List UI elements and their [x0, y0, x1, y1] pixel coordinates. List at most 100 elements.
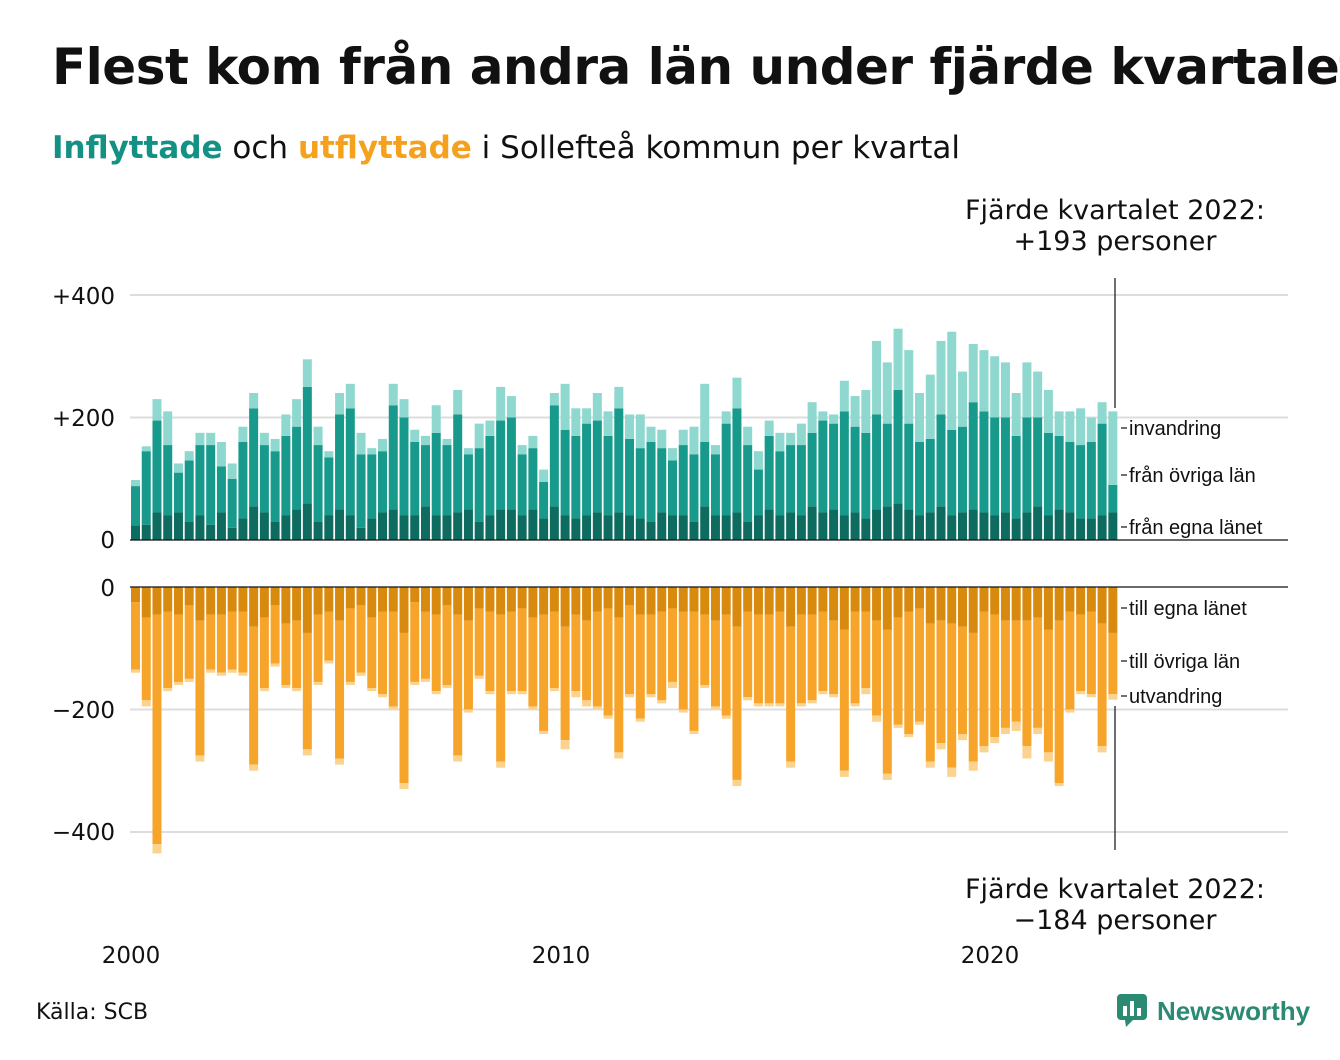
bar-out-till-egna-lanet	[356, 587, 366, 606]
bar-in-fran-egna-lanet	[539, 518, 549, 540]
bar-in-fran-ovriga-lan	[753, 469, 763, 516]
bar-out-till-egna-lanet	[861, 587, 871, 612]
bar-in-fran-egna-lanet	[1076, 518, 1086, 540]
bar-in-fran-ovriga-lan	[603, 435, 613, 516]
x-tick-2000: 2000	[102, 943, 161, 969]
bar-in-fran-ovriga-lan	[1011, 435, 1021, 519]
bar-in-fran-ovriga-lan	[549, 405, 559, 507]
bar-in-invandring	[807, 402, 817, 433]
bar-in-invandring	[775, 432, 785, 452]
bar-in-fran-egna-lanet	[281, 515, 291, 540]
bar-out-till-ovriga-lan	[635, 614, 645, 719]
bar-out-till-ovriga-lan	[1033, 617, 1043, 728]
bar-in-fran-egna-lanet	[302, 503, 312, 540]
bar-in-invandring	[990, 356, 1000, 418]
bar-in-fran-egna-lanet	[710, 515, 720, 540]
bar-in-fran-egna-lanet	[506, 509, 516, 541]
bar-in-fran-egna-lanet	[582, 515, 592, 540]
bar-out-utvandring	[249, 764, 259, 771]
bar-in-fran-ovriga-lan	[829, 423, 839, 510]
bar-in-fran-egna-lanet	[614, 512, 624, 540]
bar-out-utvandring	[936, 743, 946, 750]
bar-out-till-ovriga-lan	[732, 626, 742, 780]
bar-in-fran-egna-lanet	[904, 509, 914, 541]
bar-in-fran-egna-lanet	[431, 515, 441, 540]
bar-in-fran-egna-lanet	[496, 509, 506, 541]
bar-in-invandring	[850, 396, 860, 427]
bar-in-fran-egna-lanet	[195, 515, 205, 540]
bar-out-till-egna-lanet	[560, 587, 570, 627]
bar-in-fran-ovriga-lan	[818, 420, 828, 513]
bar-out-utvandring	[657, 700, 667, 704]
bar-out-utvandring	[356, 672, 366, 676]
bar-out-till-ovriga-lan	[549, 611, 559, 689]
bar-out-till-egna-lanet	[313, 587, 323, 615]
bar-in-fran-egna-lanet	[678, 515, 688, 540]
bar-in-invandring	[614, 386, 624, 409]
bar-out-till-ovriga-lan	[893, 617, 903, 725]
bar-out-till-egna-lanet	[1076, 587, 1086, 615]
bar-out-till-egna-lanet	[227, 587, 237, 612]
bar-in-invandring	[367, 448, 377, 455]
bar-in-fran-egna-lanet	[1033, 506, 1043, 540]
bar-out-utvandring	[700, 685, 710, 689]
bar-out-till-egna-lanet	[796, 587, 806, 615]
bar-in-fran-ovriga-lan	[195, 445, 205, 516]
bar-in-fran-ovriga-lan	[485, 435, 495, 516]
bar-in-fran-ovriga-lan	[356, 454, 366, 528]
bar-out-till-egna-lanet	[324, 587, 334, 612]
bar-in-fran-egna-lanet	[646, 521, 656, 541]
bar-in-invandring	[270, 438, 280, 452]
bar-out-utvandring	[807, 700, 817, 704]
bar-in-invandring	[753, 451, 763, 470]
bar-out-utvandring	[732, 779, 742, 787]
bar-in-fran-ovriga-lan	[227, 478, 237, 528]
bar-out-till-egna-lanet	[281, 587, 291, 624]
bar-in-fran-egna-lanet	[356, 527, 366, 540]
bar-out-till-egna-lanet	[775, 587, 785, 612]
bar-out-till-ovriga-lan	[936, 620, 946, 744]
bar-in-fran-egna-lanet	[1022, 512, 1032, 540]
bar-in-fran-ovriga-lan	[173, 472, 183, 513]
bar-out-till-egna-lanet	[463, 587, 473, 621]
bar-in-fran-ovriga-lan	[141, 451, 151, 525]
bar-in-fran-egna-lanet	[292, 509, 302, 541]
bar-in-fran-ovriga-lan	[420, 445, 430, 507]
bar-in-fran-egna-lanet	[335, 509, 345, 541]
bar-out-till-ovriga-lan	[302, 632, 312, 750]
bar-out-till-egna-lanet	[700, 587, 710, 615]
bar-out-till-ovriga-lan	[850, 611, 860, 704]
bar-in-fran-ovriga-lan	[614, 408, 624, 513]
bar-out-utvandring	[625, 694, 635, 698]
newsworthy-logo-text: Newsworthy	[1157, 995, 1311, 1026]
bar-out-utvandring	[775, 703, 785, 707]
bar-in-fran-ovriga-lan	[904, 423, 914, 510]
bar-in-fran-ovriga-lan	[1086, 442, 1096, 519]
bar-in-fran-egna-lanet	[313, 521, 323, 541]
bar-in-fran-ovriga-lan	[206, 445, 216, 525]
bar-out-till-ovriga-lan	[678, 611, 688, 710]
bar-out-till-ovriga-lan	[227, 611, 237, 670]
bar-out-utvandring	[635, 718, 645, 722]
bar-out-till-egna-lanet	[657, 587, 667, 612]
bar-in-fran-ovriga-lan	[216, 466, 226, 513]
bar-out-till-ovriga-lan	[807, 614, 817, 701]
bar-out-till-egna-lanet	[764, 587, 774, 615]
bar-out-utvandring	[324, 660, 334, 664]
bar-in-fran-egna-lanet	[345, 515, 355, 540]
bar-out-till-egna-lanet	[195, 587, 205, 621]
bar-out-utvandring	[925, 761, 935, 768]
inflow-series-labels: invandring från övriga län från egna län…	[1121, 418, 1263, 539]
bar-in-fran-ovriga-lan	[646, 442, 656, 522]
chart-title: Flest kom från andra län under fjärde kv…	[52, 38, 1340, 96]
bar-out-utvandring	[227, 669, 237, 673]
bar-out-till-ovriga-lan	[539, 614, 549, 731]
bar-out-utvandring	[893, 724, 903, 728]
bar-out-till-ovriga-lan	[603, 608, 613, 716]
bar-in-invandring	[818, 411, 828, 421]
bar-in-fran-ovriga-lan	[388, 405, 398, 510]
bar-in-fran-egna-lanet	[517, 515, 527, 540]
bar-out-till-ovriga-lan	[399, 632, 409, 783]
bar-in-invandring	[302, 359, 312, 387]
bar-out-till-egna-lanet	[528, 587, 538, 618]
